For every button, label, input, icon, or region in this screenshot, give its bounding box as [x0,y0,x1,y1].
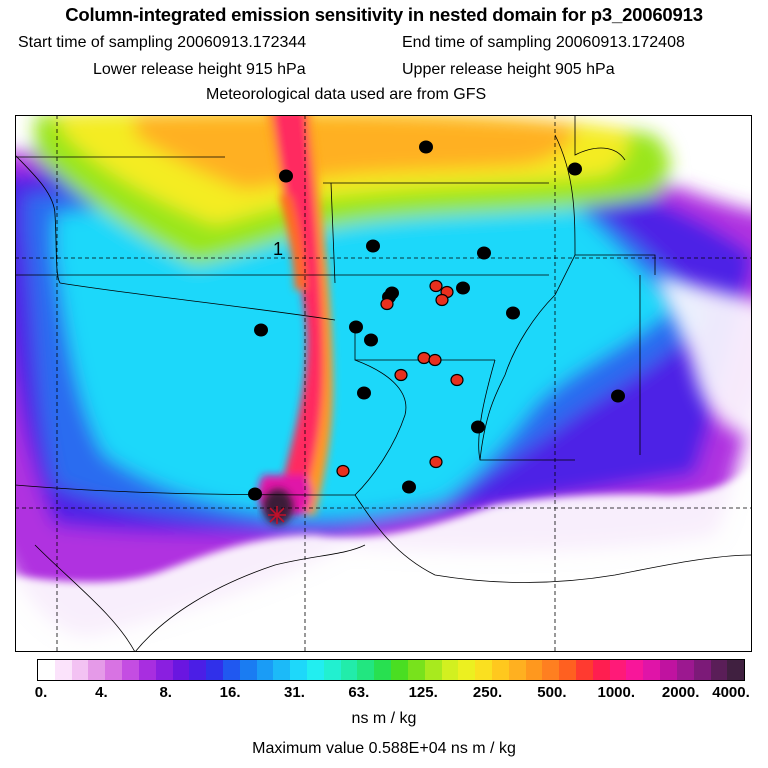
colorbar-tick-label: 8. [159,684,172,701]
red-marker [429,279,443,293]
black-marker [357,386,371,400]
black-marker [254,323,268,337]
colorbar-segment [256,660,274,680]
colorbar [37,659,745,681]
black-marker [456,281,470,295]
colorbar-segment [391,660,408,680]
colorbar-segment [424,660,442,680]
end-time-label: End time of sampling 20060913.172408 [402,34,685,51]
colorbar-segment [626,660,644,680]
upper-release-label: Upper release height 905 hPa [402,61,615,78]
met-data-label: Meteorological data used are from GFS [206,86,487,103]
colorbar-tick-label: 1000. [597,684,636,701]
red-site-markers [336,279,464,478]
colorbar-tick-label: 0. [34,684,48,701]
colorbar-segment [710,660,728,680]
colorbar-segment [340,660,358,680]
red-marker [417,351,431,365]
black-marker [349,320,363,334]
sensitivity-map: 1 [15,115,752,652]
colorbar-tick-label: 4000. [712,684,750,701]
black-marker [366,239,380,253]
colorbar-segment [54,660,72,680]
black-marker [611,389,625,403]
colorbar-segment [508,660,526,680]
colorbar-segment [491,660,509,680]
colorbar-segment [172,660,190,680]
state-borders [15,115,752,652]
colorbar-segment [273,660,291,680]
black-marker [568,162,582,176]
colorbar-units: ns m / kg [351,710,417,727]
colorbar-segment [155,660,173,680]
colorbar-segment [458,660,476,680]
colorbar-segment [357,660,375,680]
colorbar-segment [559,660,576,680]
red-marker [428,353,442,367]
red-marker [380,297,394,311]
colorbar-segment [525,660,543,680]
colorbar-segment [643,660,661,680]
colorbar-segment [71,660,89,680]
colorbar-segment [323,660,341,680]
colorbar-segment [475,660,492,680]
black-marker [402,480,416,494]
red-marker [450,373,464,387]
colorbar-segment [88,660,106,680]
colorbar-segment [609,660,627,680]
colorbar-segment [592,660,610,680]
plume-source [263,489,293,525]
colorbar-tick-label: 2000. [661,684,700,701]
colorbar-tick-label: 31. [284,684,305,701]
colorbar-segment [576,660,593,680]
colorbar-segment [693,660,711,680]
black-marker [419,140,433,154]
plume-number-label: 1 [273,239,283,259]
black-site-markers [248,140,625,501]
colorbar-segment [105,660,123,680]
colorbar-tick-label: 500. [537,684,567,701]
colorbar-segment [542,660,560,680]
colorbar-segment [222,660,240,680]
colorbar-segment [374,660,392,680]
colorbar-segment [307,660,324,680]
colorbar-segment [38,660,55,680]
colorbar-tick-label: 125. [408,684,438,701]
red-marker [435,293,449,307]
black-marker [248,487,262,501]
black-marker [279,169,293,183]
colorbar-segment [206,660,223,680]
colorbar-segment [122,660,139,680]
colorbar-segment [290,660,307,680]
colorbar-segment [727,660,745,680]
black-marker [506,306,520,320]
colorbar-segment [407,660,425,680]
colorbar-tick-label: 4. [95,684,108,701]
start-time-label: Start time of sampling 20060913.172344 [18,34,307,51]
black-marker [471,420,485,434]
map-svg: 1 [15,115,752,652]
black-marker [477,246,491,260]
black-marker [364,333,378,347]
colorbar-segment [660,660,677,680]
colorbar-segment [138,660,156,680]
release-point-marker [268,506,286,524]
red-marker [429,455,443,469]
red-marker [394,368,408,382]
colorbar-tick-label: 63. [348,684,370,701]
colorbar-segment [676,660,694,680]
colorbar-tick-label: 16. [219,684,241,701]
lat-lon-grid [15,115,752,652]
colorbar-segment [189,660,207,680]
map-frame [15,115,752,652]
maximum-value-label: Maximum value 0.588E+04 ns m / kg [252,740,516,757]
lower-release-label: Lower release height 915 hPa [93,61,306,78]
colorbar-tick-label: 250. [472,684,503,701]
colorbar-segment [239,660,257,680]
map-title: Column-integrated emission sensitivity i… [65,4,703,25]
colorbar-segment [441,660,459,680]
red-marker [336,464,350,478]
